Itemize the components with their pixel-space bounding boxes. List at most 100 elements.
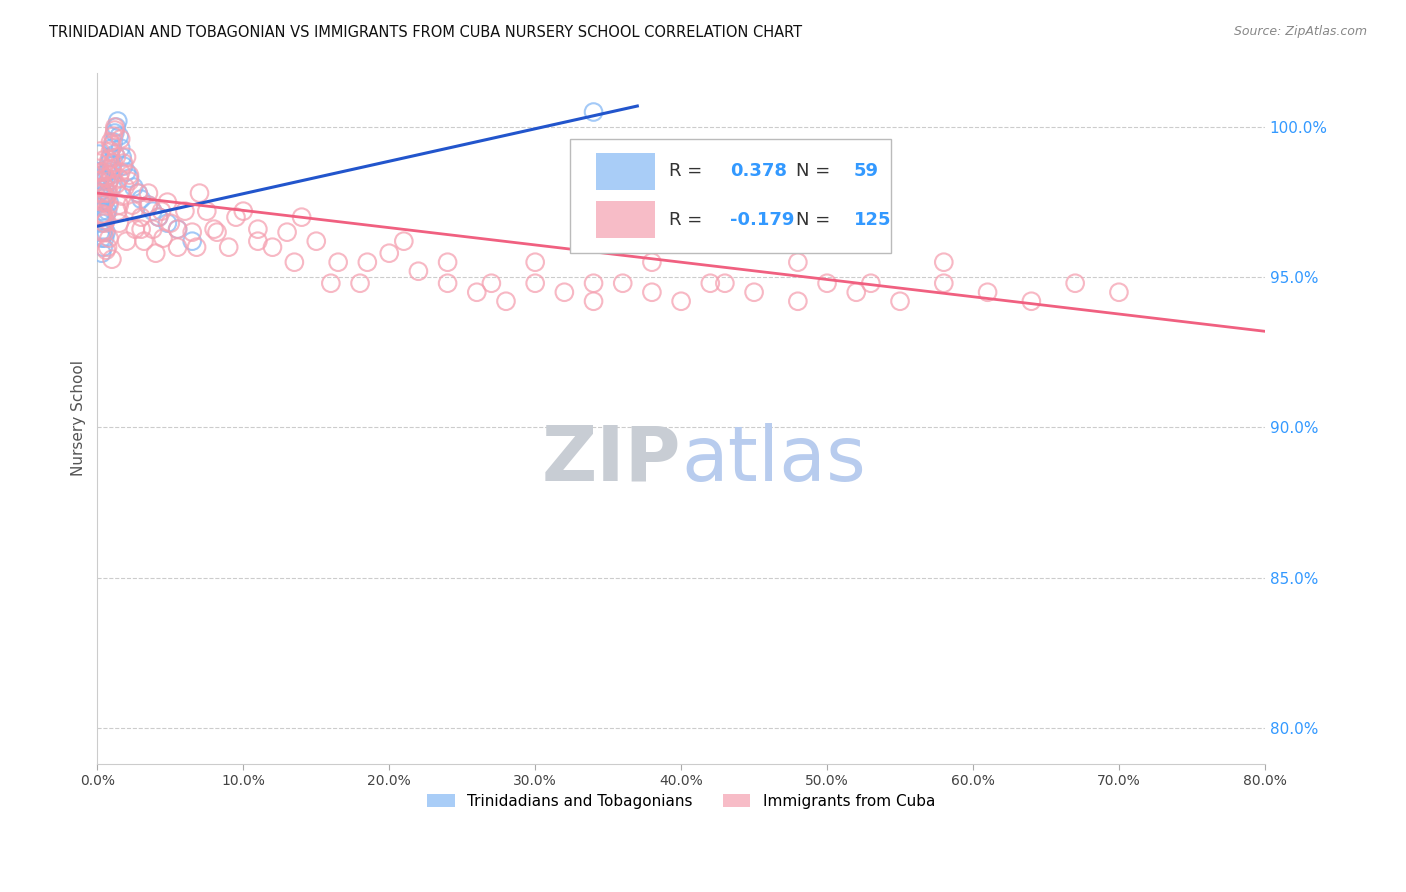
Point bbox=[104, 120, 127, 134]
FancyBboxPatch shape bbox=[596, 153, 655, 190]
Point bbox=[582, 294, 605, 309]
Point bbox=[145, 246, 167, 260]
Point bbox=[87, 186, 110, 201]
Text: -0.179: -0.179 bbox=[730, 211, 794, 228]
Point bbox=[97, 186, 120, 201]
Point bbox=[104, 123, 127, 137]
Point bbox=[932, 277, 955, 291]
Point bbox=[127, 186, 149, 201]
Point bbox=[100, 168, 122, 182]
Point bbox=[115, 165, 138, 179]
Point bbox=[225, 210, 247, 224]
Point bbox=[103, 135, 125, 149]
Text: R =: R = bbox=[669, 162, 709, 180]
Point bbox=[90, 183, 112, 197]
Point bbox=[582, 277, 605, 291]
Point bbox=[218, 240, 240, 254]
Point bbox=[114, 180, 136, 194]
Point bbox=[89, 144, 111, 158]
Point bbox=[186, 240, 208, 254]
Point bbox=[129, 192, 152, 206]
Point bbox=[328, 255, 350, 269]
Point bbox=[112, 156, 135, 170]
Point bbox=[101, 252, 124, 267]
Point bbox=[105, 177, 128, 191]
Point bbox=[232, 204, 254, 219]
Point bbox=[378, 246, 401, 260]
Point bbox=[118, 174, 141, 188]
Point bbox=[93, 213, 115, 227]
Point bbox=[87, 165, 110, 179]
Point bbox=[90, 180, 112, 194]
Point bbox=[91, 189, 114, 203]
Point bbox=[356, 255, 378, 269]
Point bbox=[93, 225, 115, 239]
Point bbox=[122, 204, 145, 219]
Point bbox=[98, 231, 121, 245]
Point bbox=[786, 294, 808, 309]
Point bbox=[976, 285, 998, 300]
Point bbox=[815, 277, 838, 291]
Point bbox=[115, 234, 138, 248]
Point bbox=[1021, 294, 1043, 309]
Text: ZIP: ZIP bbox=[541, 423, 681, 497]
Point bbox=[392, 234, 415, 248]
Point bbox=[103, 156, 125, 170]
Text: 125: 125 bbox=[853, 211, 891, 228]
Point bbox=[105, 150, 128, 164]
Point bbox=[98, 156, 121, 170]
Point bbox=[246, 222, 269, 236]
Point bbox=[91, 153, 114, 167]
Point bbox=[669, 294, 692, 309]
Point bbox=[101, 162, 124, 177]
Point bbox=[205, 225, 228, 239]
Point bbox=[100, 144, 122, 158]
Point bbox=[101, 138, 124, 153]
Point bbox=[104, 126, 127, 140]
Point bbox=[349, 277, 371, 291]
Point bbox=[90, 210, 112, 224]
Point bbox=[121, 198, 143, 212]
Point bbox=[612, 277, 634, 291]
Point bbox=[89, 165, 111, 179]
Point bbox=[152, 231, 174, 245]
Point bbox=[188, 186, 211, 201]
Point bbox=[91, 240, 114, 254]
Point bbox=[105, 120, 128, 134]
Point bbox=[181, 225, 204, 239]
FancyBboxPatch shape bbox=[596, 201, 655, 238]
Point bbox=[90, 168, 112, 182]
Point bbox=[98, 174, 121, 188]
Point bbox=[87, 174, 110, 188]
Point bbox=[90, 216, 112, 230]
Text: 0.378: 0.378 bbox=[730, 162, 787, 180]
Point bbox=[845, 285, 868, 300]
Point bbox=[89, 210, 111, 224]
Point bbox=[495, 294, 517, 309]
Point bbox=[89, 186, 111, 201]
FancyBboxPatch shape bbox=[571, 138, 891, 252]
Point bbox=[89, 180, 111, 194]
Point bbox=[166, 222, 188, 236]
Point bbox=[107, 204, 129, 219]
Point bbox=[262, 240, 284, 254]
Point bbox=[101, 141, 124, 155]
Text: TRINIDADIAN AND TOBAGONIAN VS IMMIGRANTS FROM CUBA NURSERY SCHOOL CORRELATION CH: TRINIDADIAN AND TOBAGONIAN VS IMMIGRANTS… bbox=[49, 25, 803, 40]
Point bbox=[132, 234, 155, 248]
Point bbox=[124, 222, 146, 236]
Point bbox=[94, 207, 117, 221]
Point bbox=[97, 165, 120, 179]
Point bbox=[97, 204, 120, 219]
Point bbox=[276, 225, 298, 239]
Point bbox=[742, 285, 765, 300]
Point bbox=[202, 222, 225, 236]
Point bbox=[93, 180, 115, 194]
Point bbox=[195, 204, 218, 219]
Point bbox=[142, 222, 165, 236]
Point bbox=[118, 168, 141, 182]
Point bbox=[641, 285, 664, 300]
Point bbox=[111, 150, 134, 164]
Point bbox=[100, 168, 122, 182]
Point bbox=[89, 195, 111, 210]
Point bbox=[91, 186, 114, 201]
